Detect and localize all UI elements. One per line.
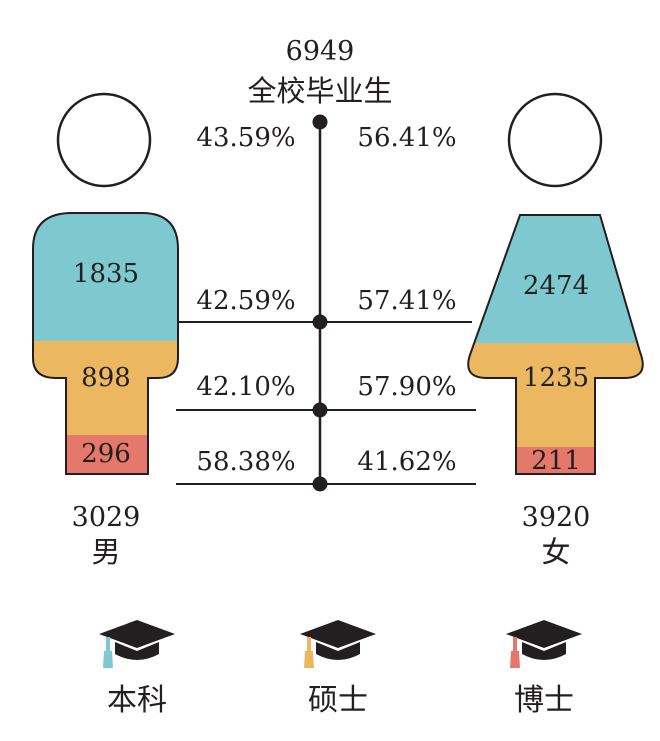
male-total-count: 3029 <box>72 502 141 533</box>
ratio-master-female: 57.90% <box>357 372 456 402</box>
female-figure: 2474 1235 211 3920 女 <box>467 92 644 569</box>
total-label: 全校毕业生 <box>247 74 392 108</box>
legend-item-doctor: 博士 <box>506 620 582 718</box>
female-doctor-count: 211 <box>531 446 581 476</box>
graduation-cap-icon <box>300 620 376 668</box>
female-label: 女 <box>541 535 570 569</box>
ratio-master-male: 42.10% <box>196 372 295 402</box>
female-master-segment <box>468 343 643 447</box>
male-label: 男 <box>91 535 120 569</box>
legend-item-master: 硕士 <box>300 620 376 718</box>
legend-item-undergrad: 本科 <box>99 620 175 718</box>
ratio-all-male: 43.59% <box>196 123 295 153</box>
legend-label-doctor: 博士 <box>514 683 574 718</box>
female-total-count: 3920 <box>522 502 591 533</box>
graduation-cap-icon <box>99 620 175 668</box>
ratio-doctor-male: 58.38% <box>196 447 295 477</box>
female-body-outline <box>467 214 644 475</box>
legend: 本科 硕士 博士 <box>99 620 582 718</box>
female-master-count: 1235 <box>523 363 589 393</box>
ratio-doctor-female: 41.62% <box>357 447 456 477</box>
male-head <box>56 92 152 188</box>
male-figure: 1835 898 296 3029 男 <box>32 92 179 569</box>
male-doctor-count: 296 <box>81 439 131 469</box>
legend-label-undergrad: 本科 <box>107 683 167 718</box>
female-undergrad-count: 2474 <box>523 271 589 301</box>
graduation-cap-icon <box>506 620 582 668</box>
ratio-undergrad-female: 57.41% <box>357 286 456 316</box>
total-count: 6949 <box>286 36 355 67</box>
male-undergrad-segment <box>33 213 178 341</box>
ratio-all-female: 56.41% <box>357 123 456 153</box>
axis-dot-all <box>312 114 328 130</box>
male-body-outline <box>32 212 179 475</box>
male-master-count: 898 <box>81 363 131 393</box>
female-head <box>507 92 603 188</box>
ratio-undergrad-male: 42.59% <box>196 286 295 316</box>
male-undergrad-count: 1835 <box>73 259 139 289</box>
legend-label-master: 硕士 <box>308 683 368 718</box>
